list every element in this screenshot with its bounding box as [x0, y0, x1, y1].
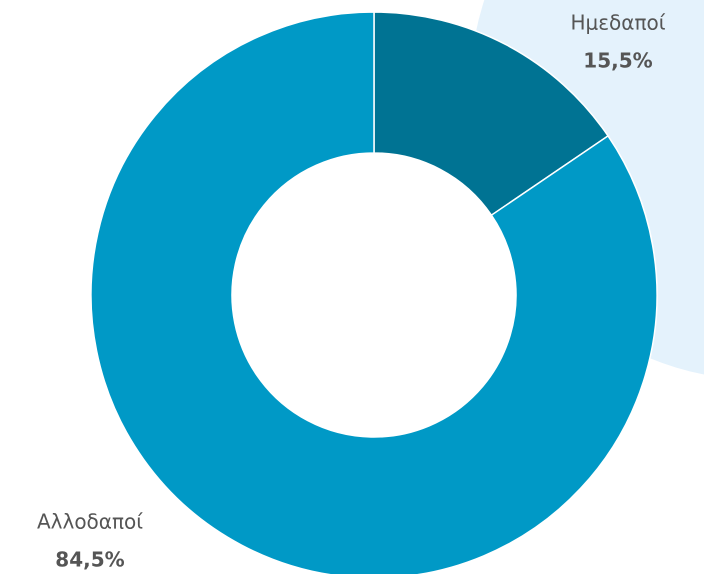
- slice-value: 84,5%: [55, 548, 124, 572]
- donut-slice: [90, 11, 658, 574]
- slice-label: Ημεδαποί: [570, 11, 665, 35]
- slice-label: Αλλοδαποί: [37, 510, 143, 534]
- slice-value: 15,5%: [583, 49, 652, 73]
- donut-slice: [373, 11, 610, 217]
